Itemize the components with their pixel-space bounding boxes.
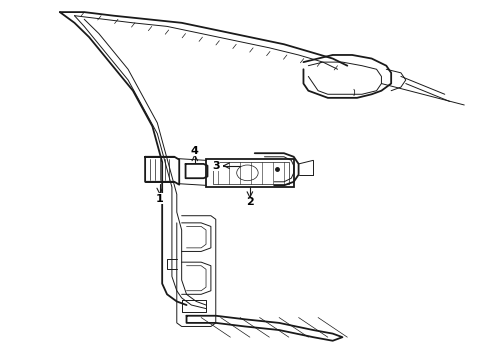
Text: 1: 1 [156,194,164,203]
Text: 4: 4 [191,146,199,156]
Text: 3: 3 [212,161,220,171]
Text: 2: 2 [246,197,254,207]
